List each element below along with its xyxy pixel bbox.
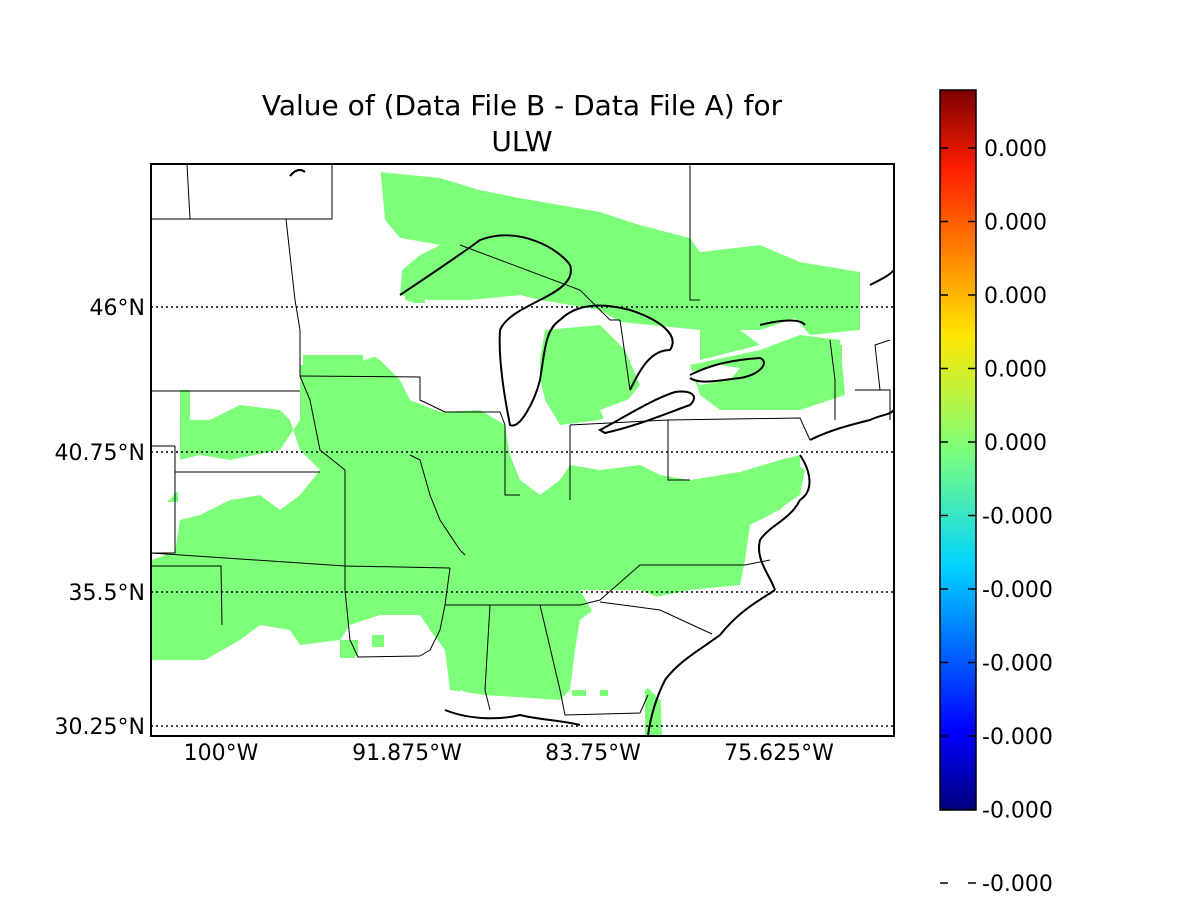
- colorbar-tick-label: -0.000: [982, 652, 1053, 677]
- lat-label-35-5n: 35.5°N: [69, 581, 145, 606]
- colorbar-tick-label: -0.000: [982, 872, 1053, 897]
- colorbar: 0.000 0.000 0.000 0.000 0.000 -0.000 -0.000 -0.…: [939, 89, 1053, 897]
- colorbar-tick-label: -0.000: [982, 505, 1053, 530]
- map-frame: [150, 163, 895, 737]
- lat-label-40-75n: 40.75°N: [55, 441, 145, 466]
- unfilled-areas: [151, 164, 894, 736]
- colorbar-tick-label: 0.000: [984, 358, 1047, 383]
- fill-patch-6: [830, 345, 842, 360]
- map-area: [151, 164, 894, 736]
- coastlines: [289, 168, 894, 736]
- colorbar-tick-label: -0.000: [982, 799, 1053, 824]
- colorbar-gradient: [939, 89, 977, 811]
- fill-patch-5: [405, 295, 425, 303]
- lat-gridlines: [151, 306, 894, 727]
- fill-region-north: [380, 172, 860, 335]
- colorbar-tick-label: 0.000: [984, 284, 1047, 309]
- fill-patch-2: [180, 390, 190, 420]
- fill-region-virginia: [620, 460, 805, 565]
- colorbar-tick-label: 0.000: [984, 211, 1047, 236]
- fill-patch-11: [600, 690, 608, 696]
- chart-title-line-2: ULW: [491, 125, 553, 158]
- lon-label-100w: 100°W: [184, 741, 259, 766]
- fill-region-nw-ontario: [700, 330, 760, 360]
- colorbar-tick-label: -0.000: [982, 578, 1053, 603]
- fill-patch-7: [372, 635, 384, 647]
- lon-labels: 100°W 91.875°W 83.75°W 75.625°W: [184, 741, 834, 766]
- colorbar-labels: 0.000 0.000 0.000 0.000 0.000 -0.000 -0.000 -0.…: [982, 137, 1053, 897]
- chart-title-line-1: Value of (Data File B - Data File A) for: [261, 89, 783, 122]
- colorbar-tick-label: 0.000: [984, 137, 1047, 162]
- colorbar-tick-label: -0.000: [982, 725, 1053, 750]
- lon-label-91-875w: 91.875°W: [352, 741, 462, 766]
- lat-labels: 46°N 40.75°N 35.5°N 30.25°N: [55, 296, 145, 740]
- lat-label-30-25n: 30.25°N: [55, 715, 145, 740]
- fill-patch-13: [168, 492, 178, 502]
- value-fill-regions: [151, 172, 860, 736]
- fill-patch-8: [340, 640, 358, 658]
- fill-patch-3: [303, 355, 363, 370]
- lon-label-75-625w: 75.625°W: [724, 741, 834, 766]
- colorbar-ticks: [940, 147, 976, 884]
- lat-label-46n: 46°N: [90, 296, 145, 321]
- fill-region-midwest: [151, 355, 800, 700]
- fill-region-lower-peninsula: [538, 325, 640, 425]
- lon-label-83-75w: 83.75°W: [545, 741, 641, 766]
- fill-region-ontario-east: [690, 335, 845, 410]
- fill-patch-10: [572, 690, 586, 696]
- colorbar-tick-label: 0.000: [984, 431, 1047, 456]
